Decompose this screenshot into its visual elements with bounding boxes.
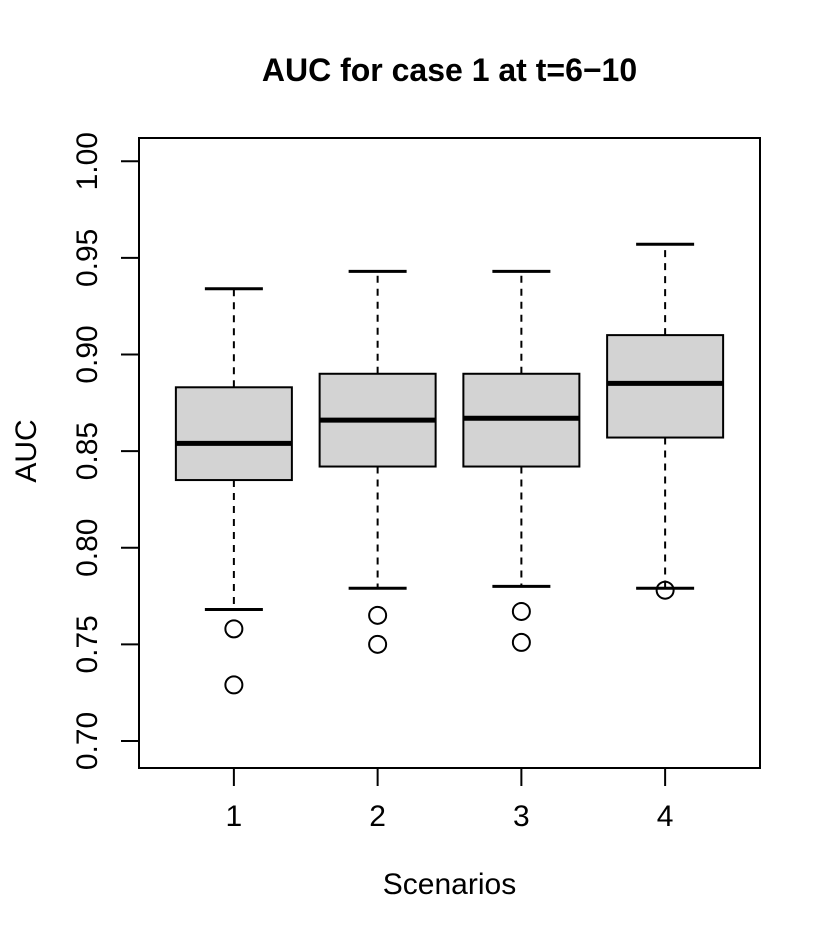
plot-border — [138, 137, 761, 769]
outlier-point — [368, 634, 388, 654]
outlier-point — [224, 675, 244, 695]
box-scenario-4 — [606, 334, 725, 439]
outlier-point — [511, 632, 531, 652]
y-tick-label: 0.70 — [71, 712, 104, 770]
y-tick-label: 0.95 — [71, 229, 104, 287]
outlier-point — [224, 619, 244, 639]
x-tick-label: 1 — [226, 800, 243, 833]
outlier-point — [655, 580, 675, 600]
x-tick-label: 2 — [369, 800, 386, 833]
y-tick-label: 0.85 — [71, 422, 104, 480]
y-tick-label: 0.90 — [71, 325, 104, 383]
box-scenario-1 — [174, 386, 293, 482]
outlier-point — [368, 605, 388, 625]
chart-title: AUC for case 1 at t=6−10 — [261, 52, 638, 88]
y-tick-label: 0.80 — [71, 518, 104, 576]
x-axis-label: Scenarios — [382, 868, 517, 901]
y-tick-label: 1.00 — [71, 132, 104, 190]
x-tick-label: 4 — [657, 800, 674, 833]
outlier-point — [511, 601, 531, 621]
y-tick-label: 0.75 — [71, 615, 104, 673]
x-tick-label: 3 — [513, 800, 530, 833]
